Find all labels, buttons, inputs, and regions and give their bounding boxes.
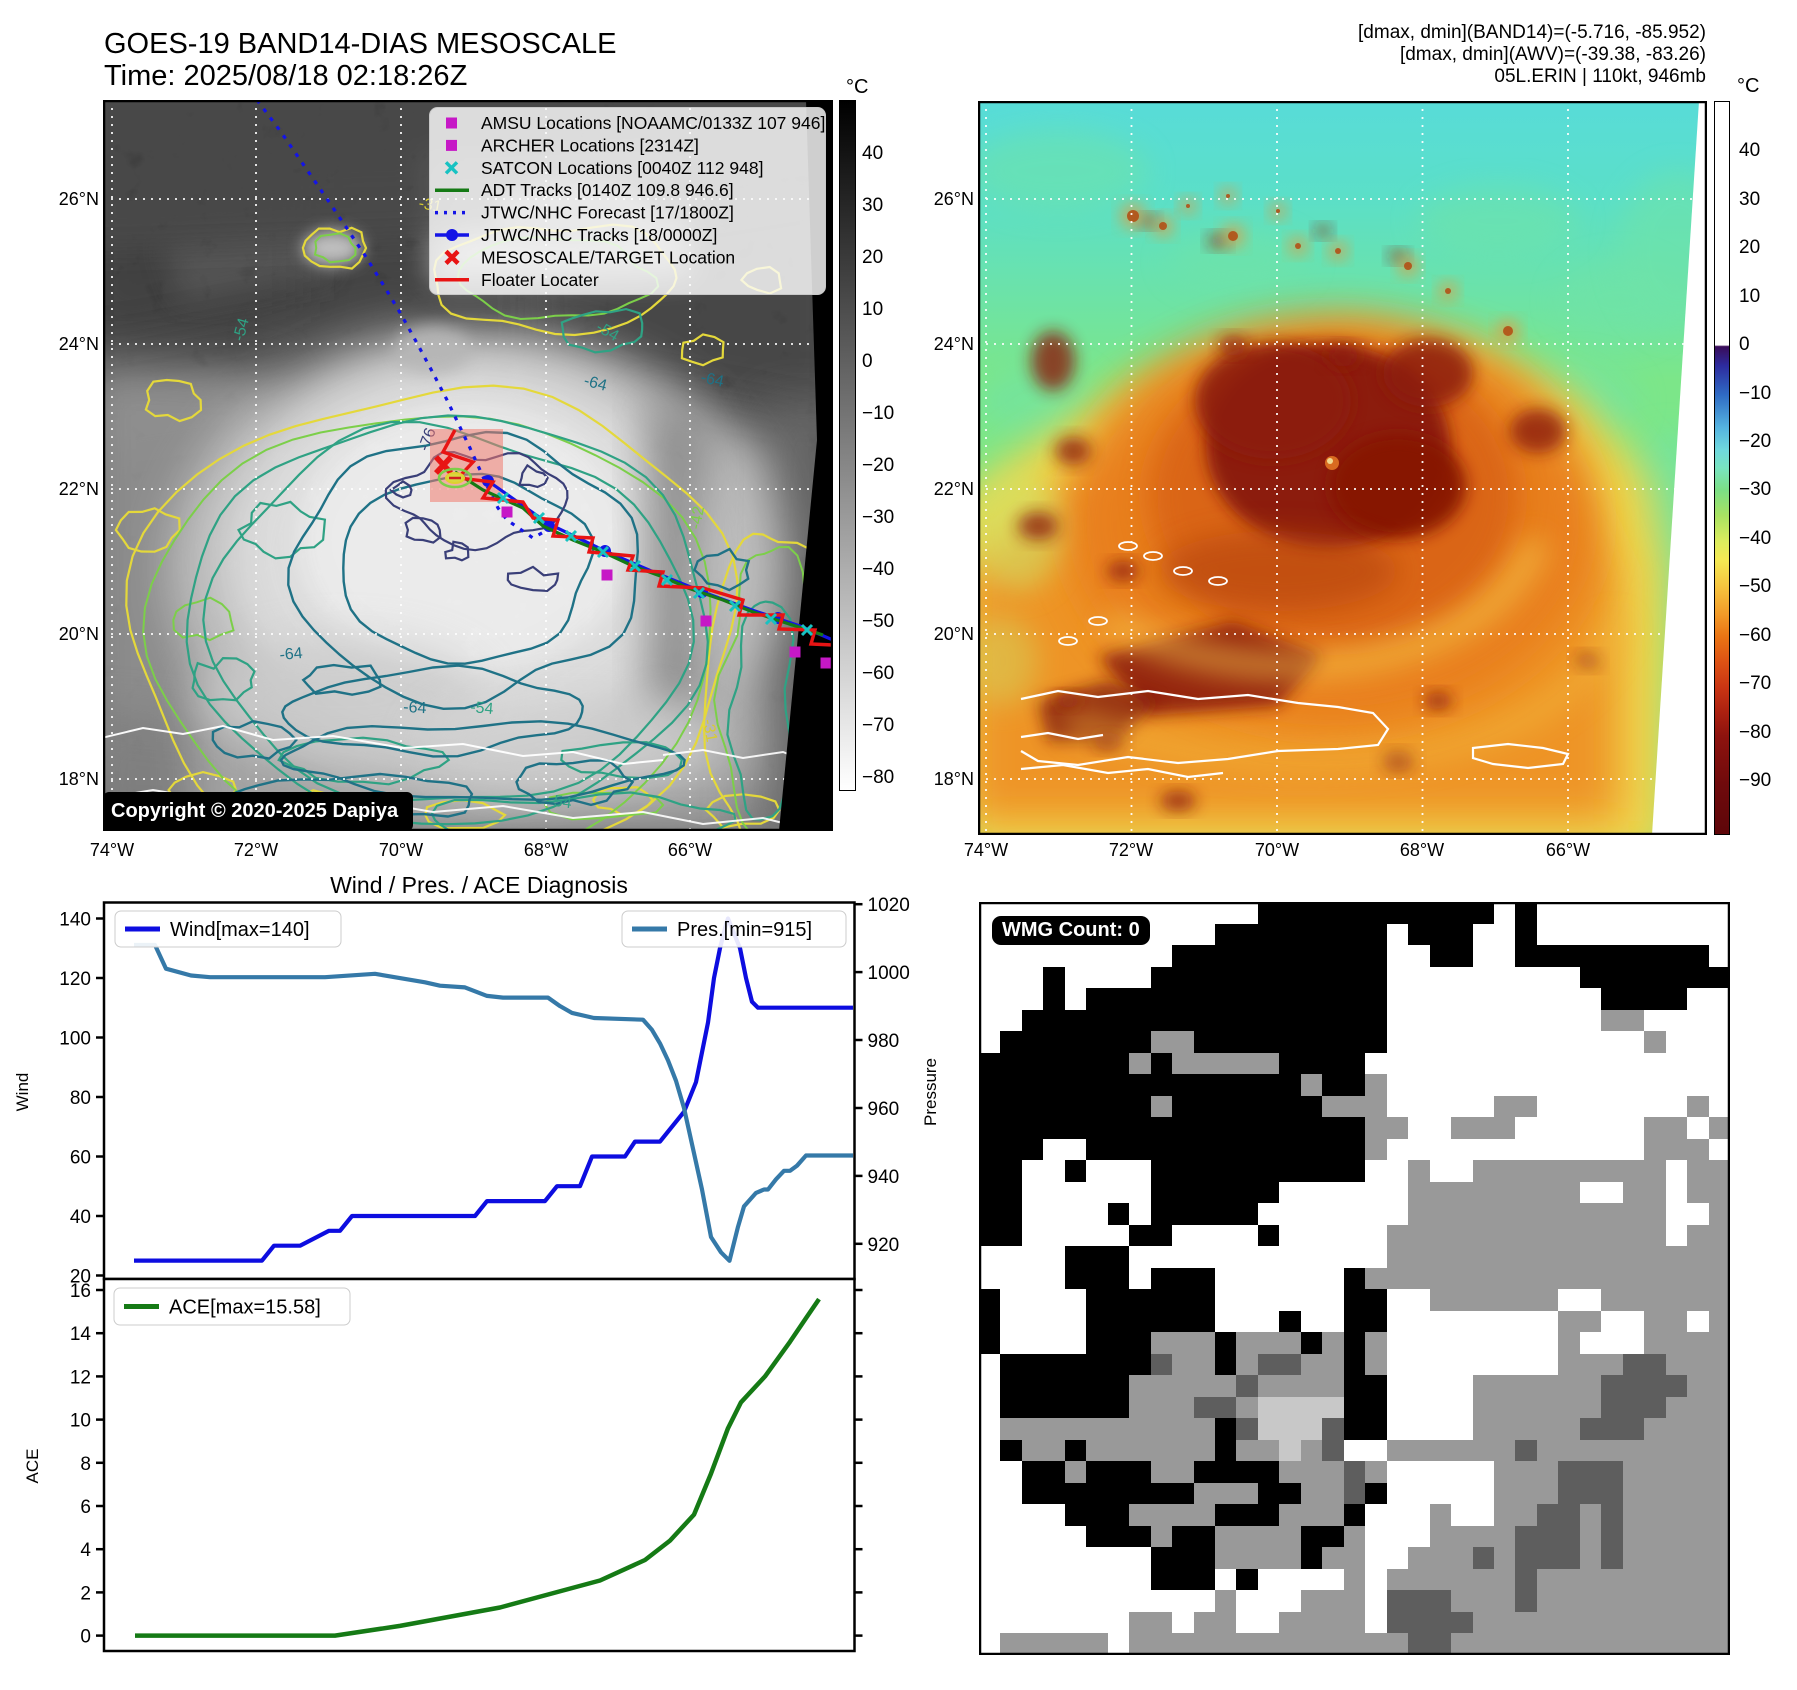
svg-text:ARCHER Locations [2314Z]: ARCHER Locations [2314Z] (481, 135, 699, 155)
svg-text:-31: -31 (699, 718, 720, 744)
svg-text:140: 140 (59, 910, 91, 931)
svg-text:14: 14 (70, 1324, 92, 1345)
svg-text:120: 120 (59, 969, 91, 990)
svg-text:-64: -64 (582, 372, 609, 394)
svg-text:100: 100 (59, 1029, 91, 1050)
svg-text:920: 920 (868, 1235, 900, 1256)
svg-text:Wind / Pres. / ACE Diagnosis: Wind / Pres. / ACE Diagnosis (330, 872, 628, 898)
svg-text:-54: -54 (230, 316, 252, 343)
svg-text:10: 10 (70, 1411, 91, 1432)
svg-text:980: 980 (868, 1031, 900, 1052)
svg-text:20: 20 (70, 1267, 91, 1288)
svg-text:Pressure: Pressure (921, 1058, 940, 1126)
svg-text:Wind[max=140]: Wind[max=140] (170, 919, 310, 941)
svg-text:-42: -42 (687, 505, 708, 531)
svg-text:-54: -54 (547, 792, 572, 812)
svg-text:80: 80 (70, 1088, 91, 1109)
svg-text:Wind: Wind (13, 1073, 32, 1112)
svg-text:-64: -64 (403, 699, 427, 717)
svg-text:16: 16 (70, 1281, 91, 1302)
svg-text:960: 960 (868, 1099, 900, 1120)
svg-text:940: 940 (868, 1167, 900, 1188)
svg-text:40: 40 (70, 1207, 91, 1228)
svg-text:AMSU Locations [NOAAMC/0133Z 1: AMSU Locations [NOAAMC/0133Z 107 946] (481, 113, 825, 133)
svg-text:4: 4 (80, 1540, 91, 1561)
svg-text:-64: -64 (699, 369, 725, 390)
svg-text:ACE: ACE (23, 1449, 42, 1484)
svg-text:1000: 1000 (868, 963, 910, 984)
svg-text:Pres.[min=915]: Pres.[min=915] (677, 919, 812, 941)
svg-text:2: 2 (80, 1583, 91, 1604)
svg-text:-64: -64 (279, 645, 304, 664)
svg-text:SATCON Locations [0040Z 112 94: SATCON Locations [0040Z 112 948] (481, 158, 763, 178)
svg-text:1020: 1020 (868, 895, 910, 916)
svg-text:JTWC/NHC Tracks [18/0000Z]: JTWC/NHC Tracks [18/0000Z] (481, 225, 717, 245)
svg-text:60: 60 (70, 1148, 91, 1169)
svg-text:-54: -54 (470, 699, 495, 718)
svg-text:Floater Locater: Floater Locater (481, 270, 599, 290)
svg-text:8: 8 (80, 1454, 91, 1475)
svg-text:0: 0 (80, 1627, 91, 1648)
svg-text:MESOSCALE/TARGET Location: MESOSCALE/TARGET Location (481, 247, 735, 267)
svg-text:6: 6 (80, 1497, 91, 1518)
svg-text:ADT Tracks [0140Z 109.8 946.6]: ADT Tracks [0140Z 109.8 946.6] (481, 180, 734, 200)
svg-text:ACE[max=15.58]: ACE[max=15.58] (169, 1297, 321, 1319)
svg-text:12: 12 (70, 1367, 91, 1388)
svg-text:JTWC/NHC Forecast [17/1800Z]: JTWC/NHC Forecast [17/1800Z] (481, 203, 734, 223)
